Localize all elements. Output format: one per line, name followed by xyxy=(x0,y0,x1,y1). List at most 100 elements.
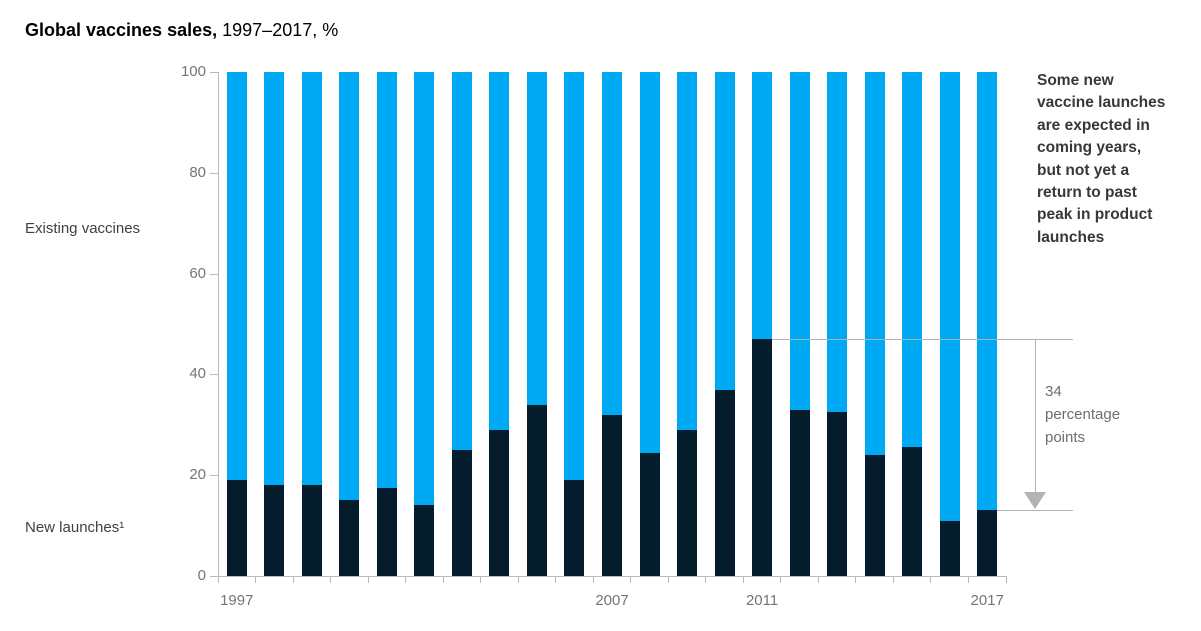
x-tick-label-1997: 1997 xyxy=(220,592,254,609)
bar-1998 xyxy=(264,72,285,576)
x-tick-mark-11 xyxy=(630,577,632,583)
x-tick-mark-18 xyxy=(892,577,894,583)
bar-2004 xyxy=(489,72,510,576)
y-tick-label-100: 100 xyxy=(180,63,206,80)
bar-2011-existing-segment xyxy=(752,72,773,340)
bar-2012 xyxy=(789,72,810,576)
bar-2016 xyxy=(939,72,960,576)
page-title-bold: Global vaccines sales, xyxy=(25,20,218,40)
x-tick-mark-5 xyxy=(405,577,407,583)
bar-2003-existing-segment xyxy=(451,72,472,450)
y-tick-mark-100 xyxy=(210,72,218,73)
x-tick-mark-6 xyxy=(442,577,444,583)
bar-2007 xyxy=(602,72,622,576)
bar-2013 xyxy=(827,72,848,576)
bar-1999-new-launches-segment xyxy=(301,485,322,576)
bar-2010 xyxy=(714,72,735,576)
bar-2003 xyxy=(451,72,472,576)
annotation-arrow-shaft xyxy=(1034,340,1036,494)
x-tick-mark-21 xyxy=(1005,577,1007,583)
annotation-ref-line-bottom xyxy=(997,510,1073,512)
bar-1997-new-launches-segment xyxy=(226,480,247,576)
bar-2014 xyxy=(864,72,885,576)
annotation-arrow-head-down xyxy=(1024,492,1046,510)
x-tick-label-2007: 2007 xyxy=(595,592,629,609)
bar-2006-new-launches-segment xyxy=(564,480,585,576)
bar-2017-new-launches-segment xyxy=(977,510,998,576)
bar-2004-new-launches-segment xyxy=(489,429,510,576)
x-tick-mark-3 xyxy=(330,577,332,583)
bar-1998-new-launches-segment xyxy=(264,485,285,576)
y-axis-line xyxy=(218,72,219,576)
bar-2012-existing-segment xyxy=(789,72,810,410)
y-tick-label-20: 20 xyxy=(189,466,206,484)
bar-2011-new-launches-segment xyxy=(752,339,773,576)
x-tick-mark-17 xyxy=(855,577,857,583)
x-tick-label-2011: 2011 xyxy=(745,592,779,609)
y-tick-label-80: 80 xyxy=(189,163,206,181)
bar-2016-existing-segment xyxy=(939,72,960,521)
bar-2015-new-launches-segment xyxy=(902,447,923,576)
bar-2010-new-launches-segment xyxy=(714,389,735,576)
x-tick-mark-15 xyxy=(780,577,782,583)
x-tick-mark-9 xyxy=(555,577,557,583)
bar-2005 xyxy=(526,72,547,576)
x-tick-mark-10 xyxy=(592,577,594,583)
series-label-existing-vaccines: Existing vaccines xyxy=(25,220,141,237)
x-tick-mark-12 xyxy=(667,577,669,583)
x-tick-mark-7 xyxy=(480,577,482,583)
bar-1998-existing-segment xyxy=(264,72,285,486)
y-tick-label-0: 0 xyxy=(197,567,206,584)
bar-2001-existing-segment xyxy=(376,72,397,488)
x-tick-mark-13 xyxy=(705,577,707,583)
bar-2015 xyxy=(902,72,923,576)
bar-2000-new-launches-segment xyxy=(339,500,360,576)
bar-2006-existing-segment xyxy=(564,72,585,481)
bar-1997 xyxy=(226,72,247,576)
bar-2013-existing-segment xyxy=(827,72,848,413)
bar-2002 xyxy=(414,72,435,576)
annotation-note: Some new vaccine launches are expected i… xyxy=(1037,72,1166,246)
bar-2005-existing-segment xyxy=(526,72,547,405)
bar-1999-existing-segment xyxy=(301,72,322,486)
y-tick-mark-40 xyxy=(210,374,218,376)
x-tick-mark-14 xyxy=(742,577,744,583)
bar-2003-new-launches-segment xyxy=(451,450,472,576)
y-tick-label-40: 40 xyxy=(189,365,206,383)
bar-2006 xyxy=(564,72,585,576)
bar-2008 xyxy=(639,72,660,576)
bar-2013-new-launches-segment xyxy=(827,412,848,576)
y-tick-mark-80 xyxy=(210,172,218,174)
bar-2017-existing-segment xyxy=(977,72,998,511)
x-tick-mark-20 xyxy=(967,577,969,583)
bar-2001-new-launches-segment xyxy=(376,487,397,576)
bar-2001 xyxy=(376,72,397,576)
y-tick-label-60: 60 xyxy=(189,264,206,282)
y-tick-mark-0 xyxy=(210,576,218,577)
bar-2011 xyxy=(752,72,773,576)
plot-area xyxy=(218,72,1006,576)
x-axis-baseline xyxy=(218,576,1007,577)
x-tick-mark-16 xyxy=(817,577,819,583)
bar-2000 xyxy=(339,72,360,576)
bar-1997-existing-segment xyxy=(226,72,247,481)
bar-2009-existing-segment xyxy=(677,72,698,430)
y-tick-mark-20 xyxy=(210,475,218,477)
annotation-delta-label: 34 percentage points xyxy=(1045,383,1121,446)
bar-2004-existing-segment xyxy=(489,72,510,430)
x-tick-mark-0 xyxy=(217,577,219,583)
bar-2008-new-launches-segment xyxy=(639,452,660,576)
y-tick-mark-60 xyxy=(210,273,218,275)
x-tick-label-2017: 2017 xyxy=(970,592,1004,609)
x-tick-mark-2 xyxy=(292,577,294,583)
bar-2007-existing-segment xyxy=(602,72,622,415)
bar-2007-new-launches-segment xyxy=(602,414,622,576)
page-title: Global vaccines sales, 1997–2017, % xyxy=(25,20,338,41)
x-tick-mark-1 xyxy=(255,577,257,583)
page-title-period: 1997–2017, % xyxy=(222,20,339,40)
series-label-new-launches: New launches¹ xyxy=(25,519,125,536)
bar-2014-new-launches-segment xyxy=(864,455,885,576)
bar-2008-existing-segment xyxy=(639,72,660,453)
bar-2000-existing-segment xyxy=(339,72,360,501)
